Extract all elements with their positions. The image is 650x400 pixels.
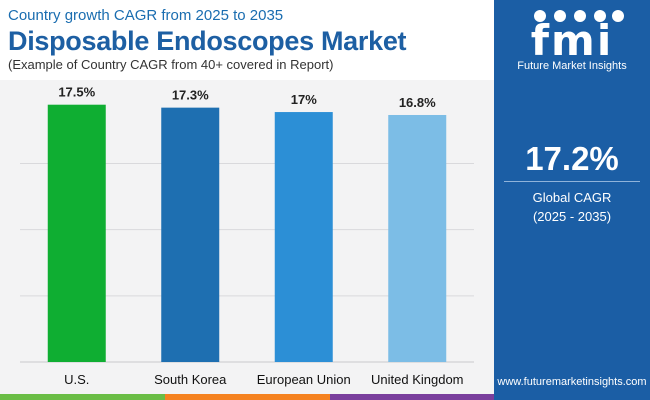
logo-dot-icon (574, 10, 586, 22)
global-cagr-label-line2: (2025 - 2035) (532, 209, 612, 224)
chart-subtitle: Country growth CAGR from 2025 to 2035 (8, 7, 284, 24)
logo-text: fmi (530, 16, 614, 65)
bottom-bar-purple (330, 394, 494, 400)
chart-note: (Example of Country CAGR from 40+ covere… (8, 57, 334, 72)
bottom-color-bar (0, 394, 494, 400)
data-label: 17.3% (172, 88, 209, 103)
chart-panel: 17.5% U.S. 17.3% South Korea 17% European Uni… (0, 80, 494, 394)
bar (47, 104, 106, 363)
logo-dot-icon (594, 10, 606, 22)
bottom-bar-orange (165, 394, 330, 400)
stat-divider (504, 181, 640, 182)
fmi-logo: fmi Future Market Insights (494, 4, 650, 74)
x-tick-label: United Kingdom (371, 372, 464, 387)
chart-title: Disposable Endoscopes Market (8, 26, 407, 56)
logo-dot-icon (534, 10, 546, 22)
logo-dot-icon (612, 10, 624, 22)
bar-chart: 17.5% U.S. 17.3% South Korea 17% European Uni… (20, 85, 474, 387)
bar (388, 114, 447, 362)
data-label: 16.8% (399, 95, 436, 110)
data-label: 17.5% (58, 85, 95, 100)
logo-caption: Future Market Insights (517, 60, 627, 72)
global-cagr-label: Global CAGR (2025 - 2035) (494, 188, 650, 226)
bottom-bar-green (0, 394, 165, 400)
data-label: 17% (291, 92, 317, 107)
logo-dot-icon (554, 10, 566, 22)
website-url[interactable]: www.futuremarketinsights.com (497, 376, 647, 388)
x-tick-label: European Union (257, 372, 351, 387)
brand-sidebar: fmi Future Market Insights 17.2% Global … (494, 0, 650, 400)
x-tick-label: U.S. (64, 372, 89, 387)
logo-icons (534, 10, 624, 22)
global-cagr-value: 17.2% (525, 140, 619, 177)
global-cagr-label-line1: Global CAGR (532, 190, 612, 205)
chart-header: Country growth CAGR from 2025 to 2035 Di… (0, 0, 494, 78)
bar (161, 107, 220, 362)
x-tick-label: South Korea (154, 372, 227, 387)
bar (274, 112, 333, 363)
